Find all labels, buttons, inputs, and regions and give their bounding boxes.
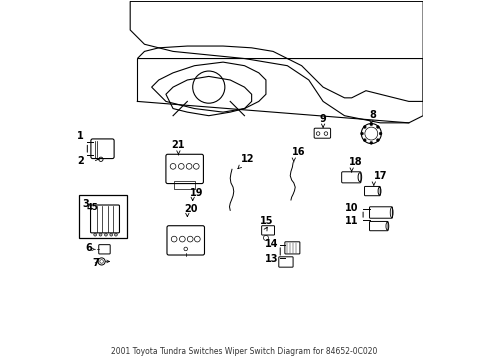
Text: 2001 Toyota Tundra Switches Wiper Switch Diagram for 84652-0C020: 2001 Toyota Tundra Switches Wiper Switch… (111, 347, 377, 356)
Text: 7: 7 (92, 258, 99, 268)
Circle shape (369, 123, 372, 126)
Text: 11: 11 (344, 216, 357, 226)
Circle shape (94, 233, 97, 236)
Text: 18: 18 (348, 157, 362, 167)
Circle shape (104, 233, 107, 236)
Text: 17: 17 (373, 171, 386, 181)
Text: 9: 9 (319, 114, 325, 124)
Text: 12: 12 (241, 154, 254, 163)
Circle shape (114, 233, 117, 236)
Text: 16: 16 (291, 147, 305, 157)
Text: 8: 8 (369, 110, 376, 120)
Text: 13: 13 (265, 254, 278, 264)
Text: 20: 20 (183, 204, 197, 214)
Text: 1: 1 (77, 131, 83, 141)
Circle shape (360, 132, 363, 135)
Circle shape (378, 132, 381, 135)
Text: 14: 14 (265, 239, 278, 249)
Text: 6: 6 (85, 243, 92, 253)
Text: 2: 2 (77, 156, 83, 166)
Text: 3: 3 (82, 199, 88, 208)
Circle shape (110, 233, 112, 236)
Circle shape (369, 141, 372, 144)
Text: 19: 19 (190, 188, 203, 198)
Circle shape (99, 233, 102, 236)
Text: 10: 10 (344, 203, 357, 212)
Text: 21: 21 (171, 140, 184, 150)
Circle shape (376, 139, 379, 141)
Circle shape (363, 139, 366, 141)
Text: 45: 45 (86, 203, 98, 212)
Text: 15: 15 (259, 216, 272, 226)
Circle shape (363, 126, 366, 129)
Circle shape (376, 126, 379, 129)
